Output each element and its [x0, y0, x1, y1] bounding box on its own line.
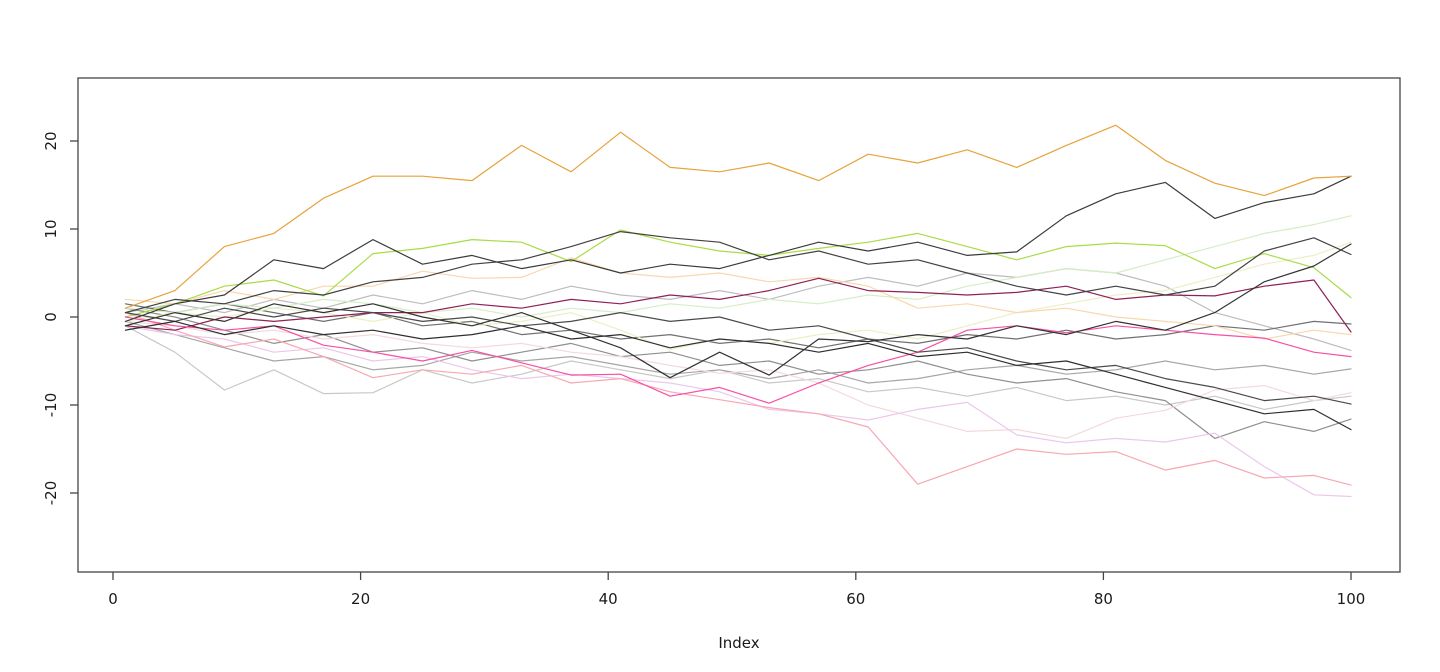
y-tick-label: 10 [42, 219, 60, 238]
y-tick-label: -10 [42, 393, 60, 418]
x-tick-label: 100 [1337, 590, 1366, 608]
x-tick-label: 60 [846, 590, 865, 608]
walk-plum [124, 325, 1352, 498]
walk-dark-e [124, 231, 1352, 314]
walk-pale-green [124, 215, 1352, 318]
walk-dark-d [124, 320, 1352, 431]
walk-dark-a [124, 175, 1352, 322]
axes-layer: 0 20 40 60 80 100 -20 -10 0 10 20 [42, 77, 1401, 608]
x-tick-label: 80 [1094, 590, 1113, 608]
plot-box [77, 77, 1401, 573]
x-axis-title: Index [718, 634, 759, 652]
x-tick-label: 0 [108, 590, 118, 608]
walk-dark-c [124, 307, 1352, 405]
walk-gray-medium-2 [124, 320, 1352, 384]
walk-deeppink [124, 316, 1352, 404]
walk-peach [124, 257, 1352, 340]
series-layer [124, 124, 1352, 498]
x-tick-label: 40 [599, 590, 618, 608]
y-tick-label: 0 [42, 312, 60, 322]
walk-greenyellow [124, 229, 1352, 318]
walk-gray-light-1 [124, 325, 1352, 410]
walk-rose [124, 312, 1352, 486]
y-tick-label: -20 [42, 481, 60, 506]
y-tick-label: 20 [42, 131, 60, 150]
walk-maroon [124, 277, 1352, 333]
walk-orange [124, 124, 1352, 309]
x-tick-label: 20 [351, 590, 370, 608]
walk-dark-b [124, 243, 1352, 379]
walk-mistyrose [124, 320, 1352, 439]
